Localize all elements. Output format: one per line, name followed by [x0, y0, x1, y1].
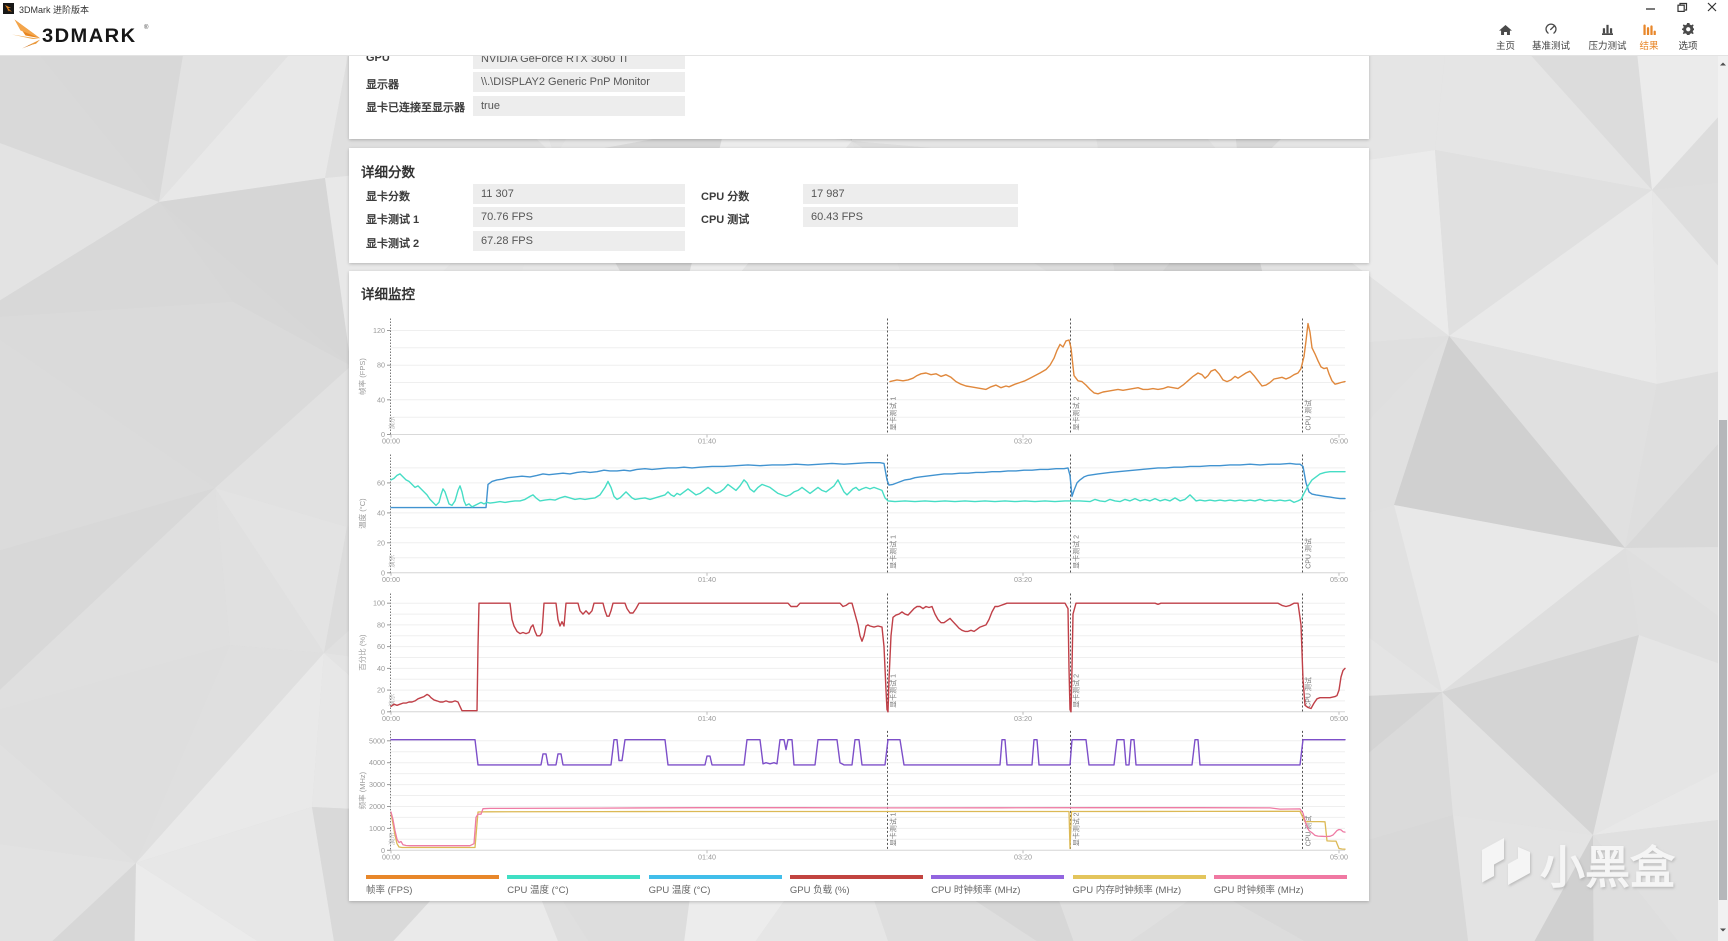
- svg-text:显卡测试 1: 显卡测试 1: [889, 812, 898, 846]
- svg-text:温度 (°C): 温度 (°C): [357, 497, 367, 528]
- svg-text:频率 (MHz): 频率 (MHz): [357, 771, 367, 809]
- svg-text:00:00: 00:00: [382, 713, 400, 722]
- svg-text:演示: 演示: [387, 693, 396, 707]
- svg-text:03:20: 03:20: [1014, 574, 1032, 583]
- svg-text:01:40: 01:40: [698, 436, 716, 445]
- svg-text:演示: 演示: [387, 831, 396, 845]
- svg-text:40: 40: [377, 395, 385, 404]
- svg-text:显卡测试 1: 显卡测试 1: [889, 396, 898, 430]
- svg-text:20: 20: [377, 685, 385, 694]
- svg-text:120: 120: [373, 326, 385, 335]
- svg-text:05:00: 05:00: [1330, 436, 1348, 445]
- svg-text:帧率 (FPS): 帧率 (FPS): [357, 357, 367, 394]
- svg-text:CPU 测试: CPU 测试: [1304, 538, 1313, 569]
- svg-text:小黑盒: 小黑盒: [1540, 842, 1676, 893]
- svg-text:00:00: 00:00: [382, 436, 400, 445]
- svg-text:40: 40: [377, 508, 385, 517]
- svg-text:03:20: 03:20: [1014, 713, 1032, 722]
- svg-text:05:00: 05:00: [1330, 713, 1348, 722]
- svg-text:05:00: 05:00: [1330, 574, 1348, 583]
- svg-text:显卡测试 2: 显卡测试 2: [1072, 534, 1081, 568]
- svg-text:01:40: 01:40: [698, 713, 716, 722]
- svg-text:01:40: 01:40: [698, 852, 716, 861]
- svg-text:20: 20: [377, 538, 385, 547]
- svg-text:®: ®: [144, 24, 149, 31]
- svg-text:3000: 3000: [369, 780, 385, 789]
- svg-text:05:00: 05:00: [1330, 852, 1348, 861]
- svg-text:CPU 测试: CPU 测试: [1304, 677, 1313, 708]
- svg-text:0: 0: [381, 845, 385, 854]
- svg-text:演示: 演示: [387, 554, 396, 568]
- svg-text:显卡测试 2: 显卡测试 2: [1072, 812, 1081, 846]
- svg-text:演示: 演示: [387, 416, 396, 430]
- svg-text:60: 60: [377, 478, 385, 487]
- svg-text:百分比 (%): 百分比 (%): [357, 633, 367, 670]
- svg-text:CPU 测试: CPU 测试: [1304, 399, 1313, 430]
- svg-text:4000: 4000: [369, 758, 385, 767]
- svg-text:0: 0: [381, 568, 385, 577]
- svg-text:03:20: 03:20: [1014, 852, 1032, 861]
- svg-text:1000: 1000: [369, 823, 385, 832]
- svg-text:0: 0: [381, 707, 385, 716]
- svg-text:显卡测试 1: 显卡测试 1: [889, 673, 898, 707]
- svg-text:0: 0: [381, 430, 385, 439]
- svg-text:3DMARK: 3DMARK: [42, 25, 137, 47]
- svg-text:5000: 5000: [369, 736, 385, 745]
- svg-text:显卡测试 2: 显卡测试 2: [1072, 673, 1081, 707]
- svg-text:100: 100: [373, 598, 385, 607]
- svg-text:60: 60: [377, 642, 385, 651]
- svg-text:40: 40: [377, 663, 385, 672]
- svg-text:00:00: 00:00: [382, 574, 400, 583]
- svg-text:显卡测试 2: 显卡测试 2: [1072, 396, 1081, 430]
- svg-text:01:40: 01:40: [698, 574, 716, 583]
- svg-text:显卡测试 1: 显卡测试 1: [889, 534, 898, 568]
- svg-text:80: 80: [377, 620, 385, 629]
- svg-text:03:20: 03:20: [1014, 436, 1032, 445]
- svg-text:CPU 测试: CPU 测试: [1304, 815, 1313, 846]
- svg-text:2000: 2000: [369, 802, 385, 811]
- svg-text:00:00: 00:00: [382, 852, 400, 861]
- svg-text:80: 80: [377, 360, 385, 369]
